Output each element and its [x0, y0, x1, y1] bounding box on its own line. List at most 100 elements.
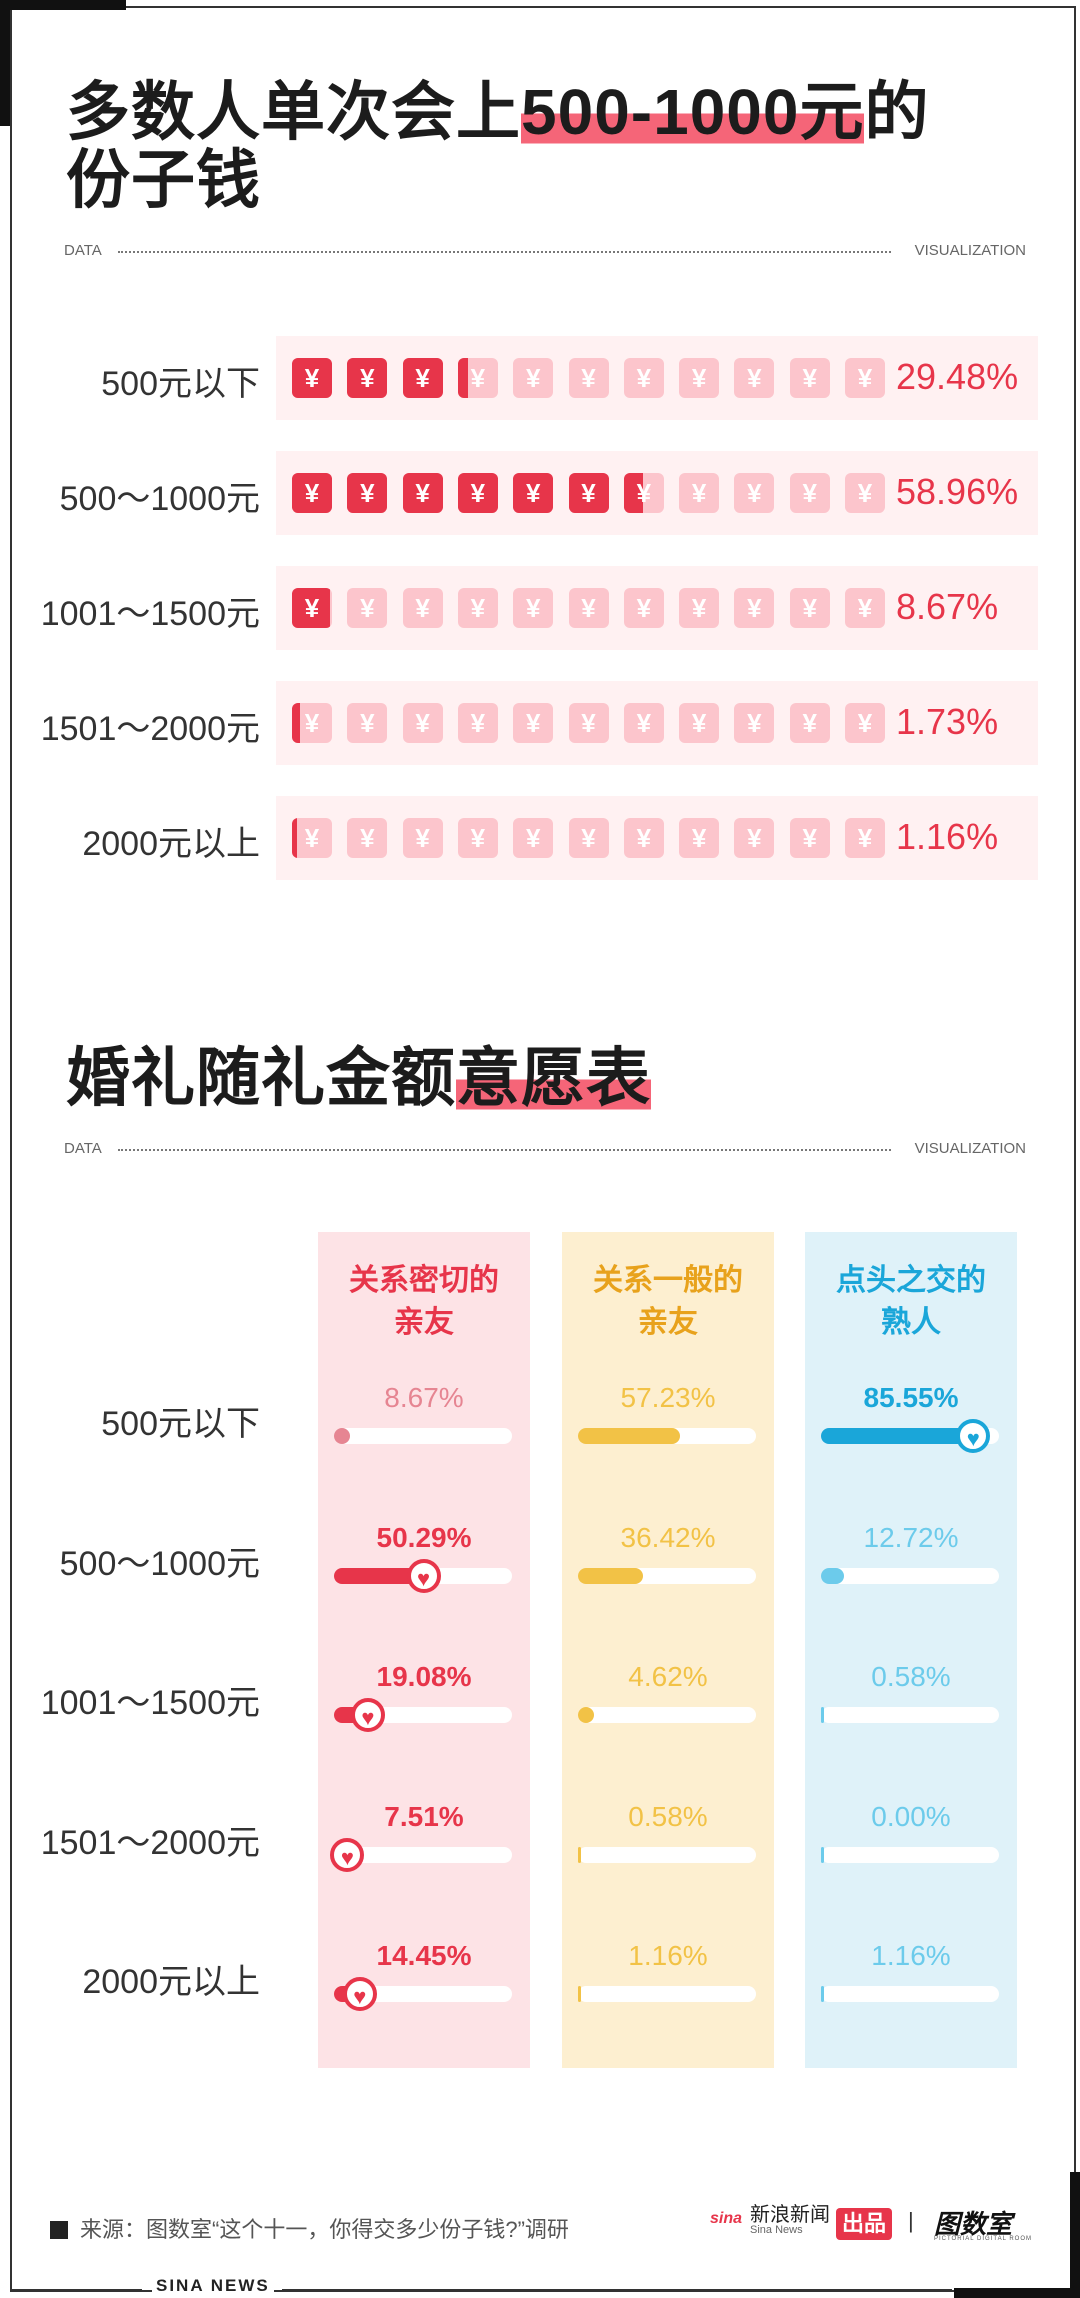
yen-icon-background: [623, 818, 664, 858]
yen-icon-background: [679, 588, 720, 628]
chart1-title-line2: 份子钱: [66, 144, 261, 216]
row-label: 500元以下: [101, 1405, 260, 1443]
progress-fill: [821, 1986, 824, 2002]
sina-news-sub: Sina News: [750, 2224, 803, 2236]
yuan-envelope-icon: ¥: [513, 818, 554, 858]
yen-icon-background: [734, 358, 775, 398]
yen-icon-background: [402, 588, 443, 628]
cell-percentage: 0.00%: [871, 1800, 951, 1832]
heart-symbol: ♥: [966, 1426, 980, 1451]
column-header: 关系密切的 亲友: [318, 1260, 530, 1344]
row-label: 500～1000元: [59, 480, 260, 518]
yuan-envelope-icon: ¥: [457, 818, 498, 858]
yen-symbol: ¥: [304, 708, 320, 738]
yen-icon-fill: [402, 473, 443, 513]
yen-icon-background: [789, 473, 830, 513]
yuan-envelope-icon: ¥: [568, 703, 609, 743]
yen-icon-background: [623, 358, 664, 398]
chart2-divider: DATA VISUALIZATION: [64, 1140, 1026, 1160]
cell-percentage: 1.16%: [628, 1940, 708, 1971]
cell-percentage: 85.55%: [863, 1382, 959, 1413]
yuan-envelope-icon: ¥: [734, 358, 775, 398]
yen-symbol: ¥: [857, 478, 873, 508]
yen-symbol: ¥: [691, 593, 707, 623]
yen-symbol: ¥: [581, 363, 596, 393]
yen-symbol: ¥: [691, 823, 707, 853]
yen-icon-background: [734, 588, 775, 628]
progress-fill: [821, 1846, 824, 1863]
column-header-line2: 亲友: [394, 1306, 454, 1339]
yuan-envelope-icon: ¥: [679, 473, 720, 513]
yuan-envelope-icon: ¥: [292, 473, 332, 513]
yen-symbol: ¥: [304, 478, 320, 508]
yen-icon-background: [734, 818, 775, 858]
page-frame: [10, 6, 1076, 2292]
corner-mark-bottom-right-h: [954, 2288, 1080, 2298]
yen-icon-background: [402, 703, 443, 743]
yuan-envelope-icon: ¥: [457, 358, 498, 398]
yen-icon-background: [568, 818, 609, 858]
column-header: 点头之交的 熟人: [805, 1260, 1017, 1344]
yen-icon-background: [568, 703, 609, 743]
progress-track: [578, 1428, 756, 1444]
source-note: 来源：图数室“这个十一，你得交多少份子钱?”调研: [50, 2212, 569, 2244]
yen-icon-background: [789, 818, 830, 858]
yen-icon-fill: [347, 473, 388, 513]
chart1-divider: DATA VISUALIZATION: [64, 242, 1026, 262]
chart1-title-part2: 的: [864, 76, 930, 148]
chart2-title-part1: 婚礼随礼金额: [66, 1042, 456, 1114]
yuan-envelope-icon: ¥: [402, 358, 443, 398]
divider-dots: [118, 1149, 891, 1151]
yen-icon-background: [679, 818, 720, 858]
yuan-envelope-icon: ¥: [623, 358, 664, 398]
column-header-line2: 熟人: [881, 1306, 941, 1339]
yen-symbol: ¥: [636, 363, 652, 393]
heart-icon: ♥: [406, 1558, 441, 1593]
heart-symbol: ♥: [353, 1984, 367, 2009]
yuan-envelope-icon: ¥: [789, 588, 830, 628]
yen-icon-background: [845, 473, 885, 513]
chupin-badge: 出品: [836, 2208, 892, 2240]
progress-track: [578, 1567, 756, 1584]
progress-track: ♥: [334, 1698, 512, 1732]
yuan-envelope-icon: ¥: [292, 703, 332, 743]
yen-icon-fill: [292, 358, 332, 398]
yuan-envelope-icon: ¥: [402, 473, 443, 513]
yuan-envelope-icon: ¥: [789, 818, 830, 858]
yen-icon-fill: [292, 703, 300, 743]
progress-track: [334, 1428, 512, 1444]
yen-symbol: ¥: [360, 363, 375, 393]
yen-icon-background: [679, 473, 720, 513]
progress-track: [578, 1986, 756, 2002]
progress-fill: [578, 1567, 643, 1584]
series-column: 点头之交的 熟人 85.55% ♥ 12.72% 0.58% 0.00% 1.16%: [805, 1232, 1017, 2068]
yen-symbol: ¥: [470, 363, 486, 393]
source-text: 来源：图数室“这个十一，你得交多少份子钱?”调研: [80, 2217, 569, 2242]
yuan-envelope-icon: ¥: [623, 818, 664, 858]
yuan-envelope-icon: ¥: [513, 588, 554, 628]
column-header-line1: 关系一般的: [593, 1264, 743, 1297]
row-label: 1001～1500元: [40, 595, 260, 633]
yen-symbol: ¥: [581, 593, 596, 623]
chart2-title-highlight: 意愿表: [456, 1042, 651, 1114]
yen-icon-fill: [623, 473, 644, 513]
yen-icon-background: [513, 588, 554, 628]
yen-icon-background: [347, 588, 388, 628]
yen-symbol: ¥: [747, 823, 762, 853]
corner-mark-bottom-right-v: [1070, 2172, 1080, 2298]
progress-track: ♥: [334, 1558, 512, 1593]
progress-track: [821, 1846, 999, 1863]
yen-symbol: ¥: [415, 478, 430, 508]
yen-symbol: ¥: [470, 478, 486, 508]
yuan-envelope-icon: ¥: [845, 473, 885, 513]
yen-icon-background: [457, 588, 498, 628]
yen-symbol: ¥: [581, 823, 596, 853]
yen-icon-background: [623, 588, 664, 628]
progress-fill: [578, 1846, 581, 1863]
yuan-envelope-icon: ¥: [347, 588, 388, 628]
row-label: 1501～2000元: [40, 1823, 260, 1862]
yen-symbol: ¥: [525, 823, 541, 853]
yen-icon-background: [679, 358, 720, 398]
yuan-envelope-icon: ¥: [402, 703, 443, 743]
yuan-envelope-icon: ¥: [402, 588, 443, 628]
